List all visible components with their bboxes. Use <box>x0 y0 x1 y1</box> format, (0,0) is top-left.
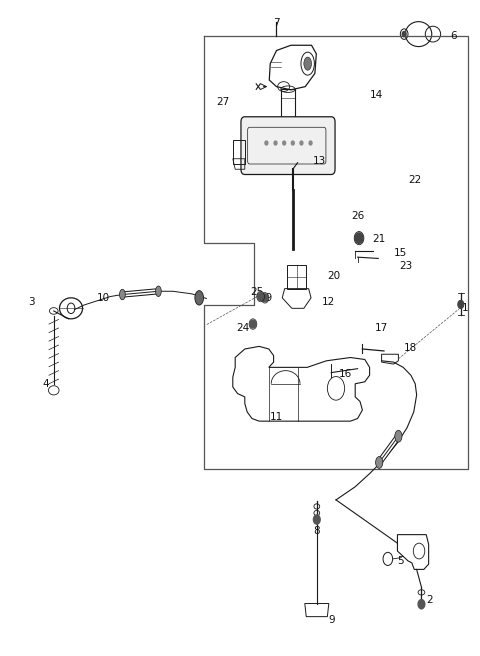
Text: 15: 15 <box>394 247 408 258</box>
Circle shape <box>309 141 312 145</box>
Text: 20: 20 <box>327 270 340 281</box>
Circle shape <box>258 293 264 300</box>
Ellipse shape <box>156 286 161 297</box>
Text: 16: 16 <box>339 369 352 379</box>
Text: 21: 21 <box>372 234 386 245</box>
Text: 17: 17 <box>375 323 388 333</box>
Text: 4: 4 <box>42 379 49 389</box>
Circle shape <box>458 300 464 308</box>
Text: 11: 11 <box>269 411 283 422</box>
Circle shape <box>265 141 268 145</box>
Ellipse shape <box>304 57 312 70</box>
Circle shape <box>300 141 303 145</box>
Text: 13: 13 <box>312 155 326 166</box>
Text: 24: 24 <box>236 323 249 333</box>
Circle shape <box>262 294 268 302</box>
Circle shape <box>291 141 294 145</box>
Text: 9: 9 <box>328 615 335 625</box>
Bar <box>281 89 295 121</box>
Text: 5: 5 <box>397 556 404 566</box>
Circle shape <box>418 600 425 609</box>
Text: 27: 27 <box>216 96 230 107</box>
FancyBboxPatch shape <box>241 117 335 174</box>
Ellipse shape <box>395 430 402 442</box>
Text: 19: 19 <box>260 293 273 304</box>
Text: 23: 23 <box>399 260 412 271</box>
Text: 14: 14 <box>370 90 384 100</box>
Ellipse shape <box>376 457 383 468</box>
Ellipse shape <box>120 289 125 300</box>
Text: 1: 1 <box>461 303 468 314</box>
Text: 12: 12 <box>322 297 336 307</box>
Text: 25: 25 <box>250 287 264 297</box>
Circle shape <box>313 515 320 524</box>
Text: 8: 8 <box>313 526 320 537</box>
Circle shape <box>355 233 363 243</box>
Text: 2: 2 <box>426 595 433 605</box>
Bar <box>287 265 306 289</box>
Circle shape <box>402 31 406 37</box>
Text: 3: 3 <box>28 297 35 307</box>
Ellipse shape <box>195 291 204 305</box>
Circle shape <box>250 320 256 328</box>
Text: 18: 18 <box>404 342 417 353</box>
Text: 22: 22 <box>408 175 422 186</box>
Circle shape <box>283 141 286 145</box>
Circle shape <box>274 141 277 145</box>
Text: 7: 7 <box>273 18 279 28</box>
Text: 6: 6 <box>450 31 457 41</box>
Text: 10: 10 <box>96 293 110 304</box>
Text: 26: 26 <box>351 211 364 222</box>
